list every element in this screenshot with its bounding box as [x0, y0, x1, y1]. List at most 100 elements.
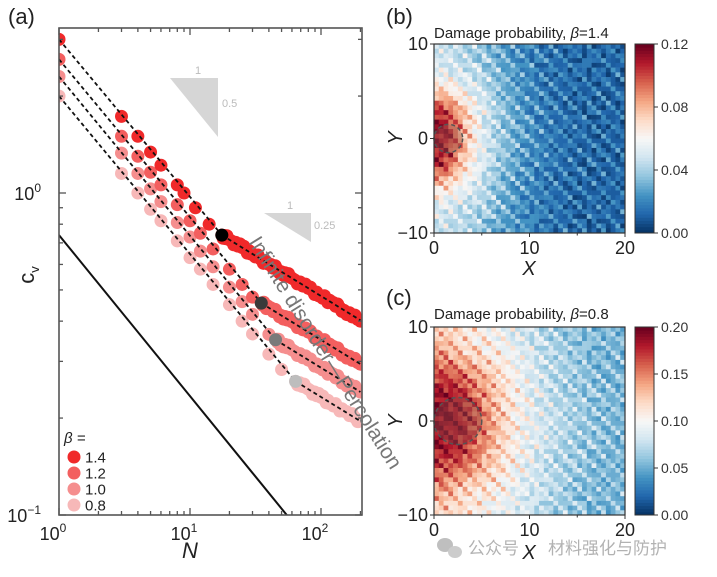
heatmap-cell	[524, 453, 530, 459]
heatmap-cell	[505, 458, 511, 464]
heatmap-cell	[496, 345, 502, 351]
heatmap-cell	[510, 392, 516, 398]
heatmap-cell	[491, 463, 497, 469]
heatmap-cell	[519, 67, 526, 73]
heatmap-cell	[572, 402, 578, 408]
heatmap-cell	[558, 402, 564, 408]
heatmap-cell	[539, 449, 545, 455]
heatmap-cell	[572, 86, 578, 92]
heatmap-cell	[472, 336, 478, 342]
colorbar-segment	[635, 370, 654, 375]
colorbar-segment	[635, 392, 654, 397]
heatmap-cell	[453, 458, 459, 464]
crossover-marker-1.2	[254, 296, 268, 310]
heatmap-cell	[567, 406, 573, 412]
data-point	[222, 262, 236, 276]
colorbar-tick-label: 0.00	[661, 225, 688, 241]
heatmap-cell	[543, 147, 549, 153]
heatmap-cell	[591, 327, 597, 332]
heatmap-cell	[577, 500, 583, 506]
heatmap-cell	[510, 110, 516, 116]
heatmap-cell	[500, 209, 506, 215]
heatmap-cell	[481, 166, 487, 172]
heatmap-cell	[472, 392, 478, 398]
heatmap-cell	[534, 166, 540, 172]
heatmap-cell	[448, 138, 454, 144]
heatmap-cell	[453, 345, 459, 351]
heatmap-cell	[539, 195, 545, 201]
heatmap-cell	[548, 439, 554, 445]
heatmap-cell	[596, 477, 602, 483]
heatmap-cell	[539, 143, 545, 149]
heatmap-cell	[434, 500, 440, 506]
heatmap-cell	[472, 100, 478, 106]
heatmap-cell	[558, 336, 564, 342]
heatmap-cell	[539, 81, 545, 87]
heatmap-cell	[582, 491, 588, 497]
heatmap-cell	[505, 185, 511, 191]
heatmap-cell	[596, 421, 602, 426]
heatmap-cell	[553, 204, 559, 210]
heatmap-cell	[500, 416, 506, 422]
heatmap-cell	[462, 77, 468, 83]
heatmap-cell	[620, 505, 626, 511]
heatmap-cell	[577, 176, 583, 182]
heatmap-cell	[567, 327, 573, 332]
heatmap-cell	[577, 397, 583, 403]
heatmap-cell	[615, 486, 621, 492]
heatmap-cell	[486, 176, 492, 182]
heatmap-cell	[577, 425, 583, 431]
heatmap-cell	[601, 345, 607, 351]
heatmap-cell	[453, 477, 459, 483]
heatmap-cell	[496, 228, 502, 234]
heatmap-cell	[539, 496, 545, 502]
colorbar-segment	[635, 176, 654, 180]
heatmap-cell	[539, 67, 545, 73]
colorbar-segment	[635, 433, 654, 438]
heatmap-cell	[562, 147, 568, 153]
colorbar-segment	[635, 141, 654, 146]
heatmap-cell	[467, 152, 473, 158]
heatmap-cell	[448, 218, 454, 224]
heatmap-cell	[539, 157, 545, 163]
heatmap-cell	[496, 453, 502, 459]
heatmap-cell	[462, 152, 468, 158]
heatmap-cell	[434, 162, 440, 168]
heatmap-cell	[577, 491, 583, 497]
heatmap-cell	[500, 397, 506, 403]
heatmap-cell	[519, 199, 526, 205]
heatmap-cell	[505, 369, 511, 375]
heatmap-cell	[476, 453, 483, 459]
heatmap-cell	[438, 355, 444, 361]
heatmap-cell	[510, 152, 516, 158]
heatmap-cell	[529, 228, 535, 234]
heatmap-cell	[596, 147, 602, 153]
data-point	[193, 262, 207, 276]
heatmap-cell	[510, 500, 516, 506]
heatmap-cell	[577, 463, 583, 469]
heatmap-cell	[596, 53, 602, 59]
heatmap-cell	[524, 425, 530, 431]
heatmap-cell	[543, 143, 549, 149]
heatmap-cell	[591, 44, 597, 50]
a-y-label-sub: v	[27, 266, 42, 273]
heatmap-cell	[548, 223, 554, 229]
colorbar: 0.000.040.080.12	[634, 36, 688, 241]
heatmap-cell	[472, 133, 478, 139]
colorbar-segment	[635, 97, 654, 102]
heatmap-cell	[515, 345, 521, 351]
heatmap-cell	[567, 458, 573, 464]
heatmap-cell	[462, 133, 468, 139]
heatmap-cell	[586, 44, 592, 50]
heatmap-cell	[601, 147, 607, 153]
heatmap-cell	[515, 468, 521, 473]
heatmap-cell	[543, 100, 549, 106]
heatmap-cell	[605, 430, 611, 436]
heatmap-cell	[515, 176, 521, 182]
heatmap-cell	[562, 374, 568, 379]
heatmap-cell	[567, 449, 573, 455]
colorbar-segment	[635, 436, 654, 441]
heatmap-cell	[515, 129, 521, 135]
y-tick-label: 10−1	[7, 503, 41, 526]
heatmap-cell	[500, 435, 506, 441]
